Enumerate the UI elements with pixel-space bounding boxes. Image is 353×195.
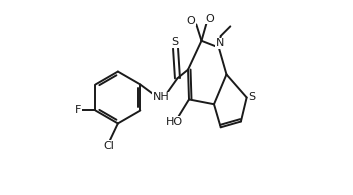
Text: HO: HO <box>166 117 183 127</box>
Text: F: F <box>75 105 82 115</box>
Text: N: N <box>216 38 224 48</box>
Text: O: O <box>187 16 196 26</box>
Text: S: S <box>249 92 256 102</box>
Text: S: S <box>171 37 178 47</box>
Text: NH: NH <box>153 92 169 102</box>
Text: Cl: Cl <box>104 141 115 151</box>
Text: O: O <box>206 14 215 24</box>
